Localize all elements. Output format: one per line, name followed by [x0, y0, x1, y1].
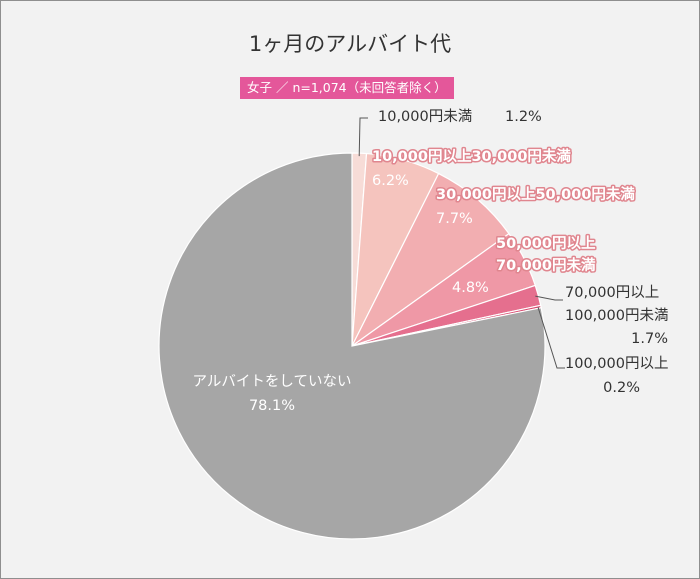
slice-value-7: 78.1%: [249, 398, 295, 414]
slice-label-1-line-1: 10,000円未満: [378, 108, 472, 125]
slice-value-6: 0.2%: [603, 380, 640, 396]
sample-badge: 女子 ／ n=1,074（未回答者除く）: [240, 77, 454, 99]
slice-label-2-line-1: 10,000円以上30,000円未満: [372, 147, 571, 165]
slice-label-3-line-1: 30,000円以上50,000円未満: [436, 185, 635, 203]
chart-title: 1ヶ月のアルバイト代: [248, 32, 452, 56]
slice-value-4: 4.8%: [452, 280, 489, 296]
slice-label-5-line-1: 70,000円以上: [565, 284, 659, 301]
leader-line-1: [358, 117, 368, 157]
leader-line-5: [535, 295, 563, 301]
slice-labels: 10,000円未満 1.2% 10,000円以上30,000円未満 6.2% 30,00…: [193, 108, 669, 414]
leader-line-6: [537, 306, 565, 369]
slice-value-1: 1.2%: [505, 109, 542, 125]
pie-slice-3: [351, 172, 510, 347]
pie-slice-7: [158, 152, 546, 540]
slice-value-3: 7.7%: [436, 211, 473, 227]
slice-label-7-line-1: アルバイトをしていない: [193, 373, 352, 390]
slice-label-4-line-1: 50,000円以上: [496, 235, 596, 252]
slice-label-5-line-2: 100,000円未満: [565, 307, 668, 324]
slice-label-6-line-1: 100,000円以上: [565, 355, 668, 372]
slice-value-2: 6.2%: [372, 173, 409, 189]
pie-slices: [158, 152, 546, 540]
leader-lines: [358, 117, 565, 369]
slice-value-5: 1.7%: [631, 331, 668, 347]
slice-label-4-line-2: 70,000円未満: [496, 256, 596, 274]
